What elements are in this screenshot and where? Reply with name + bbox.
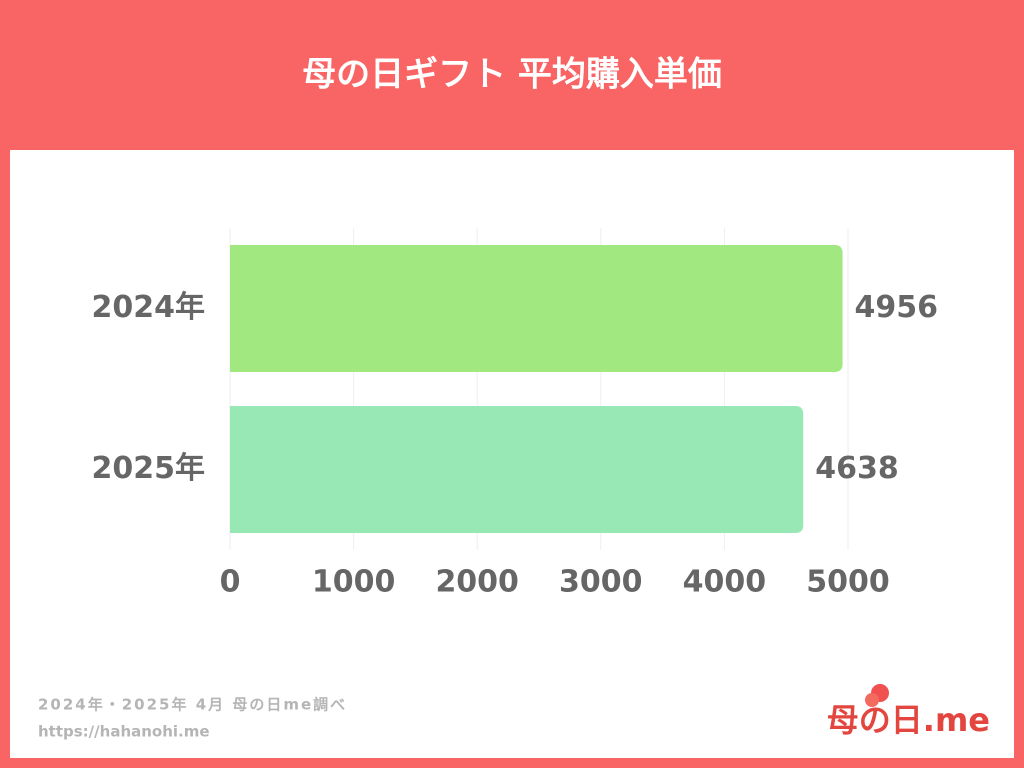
value-label: 4956 xyxy=(855,290,939,325)
source-url: https://hahanohi.me xyxy=(38,723,210,741)
x-tick-label: 1000 xyxy=(312,565,396,600)
x-tick-label: 4000 xyxy=(683,565,767,600)
source-note: 2024年・2025年 4月 母の日me調べ xyxy=(38,696,347,714)
value-label: 4638 xyxy=(815,451,899,486)
y-tick-label: 2025年 xyxy=(92,451,206,486)
bar xyxy=(230,245,843,372)
logo: 母の日.me xyxy=(827,701,990,739)
x-tick-label: 0 xyxy=(220,565,241,600)
chart-title: 母の日ギフト 平均購入単価 xyxy=(302,55,722,95)
y-tick-label: 2024年 xyxy=(92,290,206,325)
x-tick-label: 5000 xyxy=(806,565,890,600)
bar xyxy=(230,406,804,533)
x-tick-label: 2000 xyxy=(435,565,519,600)
plot-area: 0 1000 2000 3000 4000 5000 4956 2024年 4638 2025年 xyxy=(92,228,939,600)
logo-flower xyxy=(865,693,879,707)
x-tick-label: 3000 xyxy=(559,565,643,600)
